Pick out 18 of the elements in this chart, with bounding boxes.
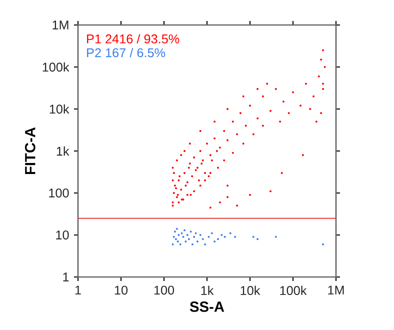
y-tick-label: 100 [49, 188, 69, 198]
y-tick-label: 100k [42, 62, 70, 72]
x-tick-label: 1M [328, 286, 344, 294]
annotation: P1 2416 / 93.5% [87, 34, 180, 44]
x-axis-title: SS-A [190, 302, 224, 312]
x-tick-label: 100k [280, 286, 307, 296]
y-axis-title: FITC-A [24, 127, 36, 174]
y-tick-label: 1k [56, 146, 70, 156]
y-tick-label: 10k [50, 104, 70, 114]
x-tick-label: 10k [240, 286, 260, 296]
x-tick-label: 100 [154, 286, 174, 295]
y-tick-label: 1M [52, 20, 68, 30]
y-tick-label: 10 [56, 230, 69, 240]
x-tick-label: 1k [201, 286, 214, 295]
y-tick-label: 1 [63, 272, 69, 282]
x-tick-label: 1 [75, 286, 81, 294]
annotation: P2 167 / 6.5% [87, 48, 166, 58]
x-tick-label: 10 [114, 286, 128, 295]
